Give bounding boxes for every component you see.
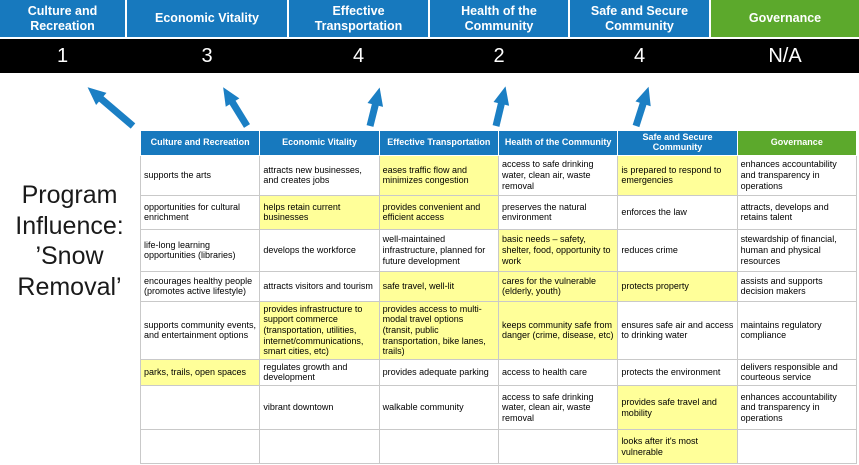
column-header-economic-vitality: Economic Vitality xyxy=(259,130,380,156)
arrow-icon xyxy=(87,87,136,129)
matrix-cell: provides access to multi-modal travel op… xyxy=(378,300,499,360)
score-culture-and-recreation: 1 xyxy=(56,44,69,67)
score-economic-vitality: 3 xyxy=(201,44,213,67)
matrix-cell-empty xyxy=(736,429,858,465)
score-governance: N/A xyxy=(768,44,802,67)
matrix-cell-empty xyxy=(139,429,261,465)
matrix-cell: opportunities for cultural enrichment xyxy=(139,194,261,230)
score-health-of-the-community: 2 xyxy=(493,44,505,67)
matrix-cell: supports the arts xyxy=(139,154,261,196)
matrix-header-row: Culture and Recreation Economic Vitality E… xyxy=(139,130,858,156)
matrix-cell-empty xyxy=(497,429,619,465)
matrix-cell: helps retain current businesses xyxy=(259,194,380,230)
score-effective-transportation: 4 xyxy=(352,44,365,67)
matrix-cell: vibrant downtown xyxy=(259,385,380,431)
matrix-cell: looks after it's most vulnerable xyxy=(617,429,738,465)
matrix-row-7: vibrant downtown walkable community access… xyxy=(139,385,858,431)
arrow-icon xyxy=(366,87,384,127)
matrix-cell: access to safe drinking water, clean air… xyxy=(497,154,619,196)
matrix-cell: encourages healthy people (promotes acti… xyxy=(139,270,261,302)
arrow-icon xyxy=(632,86,651,128)
matrix-cell: safe travel, well-lit xyxy=(378,270,499,302)
matrix-cell: delivers responsible and courteous servi… xyxy=(736,358,858,387)
matrix-cell: parks, trails, open spaces xyxy=(139,358,261,387)
matrix-row-1: supports the arts attracts new businesses… xyxy=(139,154,858,196)
goal-header-safe-and-secure-community: Safe and Secure Community xyxy=(570,0,709,37)
matrix-cell-empty xyxy=(378,429,499,465)
matrix-cell: life-long learning opportunities (librar… xyxy=(139,228,261,272)
score-safe-and-secure-community: 4 xyxy=(633,44,646,67)
matrix-row-5: supports community events, and entertain… xyxy=(139,300,858,360)
matrix-cell: supports community events, and entertain… xyxy=(139,300,261,360)
matrix-cell: stewardship of financial, human and phys… xyxy=(736,228,858,272)
influence-table: Culture and Recreation Economic Vitality E… xyxy=(139,130,858,465)
column-header-effective-transportation: Effective Transportation xyxy=(378,130,499,156)
matrix-body: supports the arts attracts new businesses… xyxy=(139,154,858,465)
matrix-cell: provides convenient and efficient access xyxy=(378,194,499,230)
matrix-row-8: looks after it's most vulnerable xyxy=(139,429,858,465)
matrix-cell-empty xyxy=(259,429,380,465)
matrix-cell: well-maintained infrastructure, planned … xyxy=(378,228,499,272)
matrix-cell: provides infrastructure to support comme… xyxy=(259,300,380,360)
column-header-health-of-the-community: Health of the Community xyxy=(497,130,619,156)
matrix-cell: access to safe drinking water, clean air… xyxy=(497,385,619,431)
matrix-cell: walkable community xyxy=(378,385,499,431)
matrix-cell: protects the environment xyxy=(617,358,738,387)
matrix-cell: attracts new businesses, and creates job… xyxy=(259,154,380,196)
arrow-icon xyxy=(492,86,510,127)
goal-header-row: Culture and Recreation Economic Vitality E… xyxy=(0,0,859,37)
matrix-cell: access to health care xyxy=(497,358,619,387)
column-header-safe-and-secure-community: Safe and Secure Community xyxy=(617,130,738,156)
matrix-row-2: opportunities for cultural enrichment hel… xyxy=(139,194,858,230)
matrix-row-4: encourages healthy people (promotes acti… xyxy=(139,270,858,302)
matrix-cell: ensures safe air and access to drinking … xyxy=(617,300,738,360)
matrix-cell: is prepared to respond to emergencies xyxy=(617,154,738,196)
matrix-cell: protects property xyxy=(617,270,738,302)
matrix-row-6: parks, trails, open spaces regulates grow… xyxy=(139,358,858,387)
goal-header-health-of-the-community: Health of the Community xyxy=(430,0,568,37)
goal-header-economic-vitality: Economic Vitality xyxy=(127,0,287,37)
matrix-cell: attracts visitors and tourism xyxy=(259,270,380,302)
matrix-cell: reduces crime xyxy=(617,228,738,272)
matrix-cell: preserves the natural environment xyxy=(497,194,619,230)
matrix-cell: assists and supports decision makers xyxy=(736,270,858,302)
matrix-cell: eases traffic flow and minimizes congest… xyxy=(378,154,499,196)
matrix-cell: regulates growth and development xyxy=(259,358,380,387)
goal-header-culture-and-recreation: Culture and Recreation xyxy=(0,0,125,37)
column-header-governance: Governance xyxy=(736,130,858,156)
matrix-cell: enhances accountability and transparency… xyxy=(736,154,858,196)
matrix-cell: maintains regulatory compliance xyxy=(736,300,858,360)
matrix-cell: cares for the vulnerable (elderly, youth… xyxy=(497,270,619,302)
matrix-cell: keeps community safe from danger (crime,… xyxy=(497,300,619,360)
matrix-cell: provides adequate parking xyxy=(378,358,499,387)
matrix-cell: enforces the law xyxy=(617,194,738,230)
page-title: Program Influence: ’Snow Removal’ xyxy=(15,181,124,301)
arrow-group xyxy=(87,86,651,129)
column-header-culture-and-recreation: Culture and Recreation xyxy=(139,130,261,156)
matrix-cell-empty xyxy=(139,385,261,431)
matrix-cell: enhances accountability and transparency… xyxy=(736,385,858,431)
matrix-cell: develops the workforce xyxy=(259,228,380,272)
matrix-cell: provides safe travel and mobility xyxy=(617,385,738,431)
goal-header-effective-transportation: Effective Transportation xyxy=(289,0,428,37)
matrix-cell: attracts, develops and retains talent xyxy=(736,194,858,230)
matrix-row-3: life-long learning opportunities (librar… xyxy=(139,228,858,272)
arrow-icon xyxy=(223,87,250,128)
matrix-cell: basic needs – safety, shelter, food, opp… xyxy=(497,228,619,272)
goal-header-governance: Governance xyxy=(711,0,859,37)
score-row: 1 3 4 2 4 N/A xyxy=(0,39,859,73)
